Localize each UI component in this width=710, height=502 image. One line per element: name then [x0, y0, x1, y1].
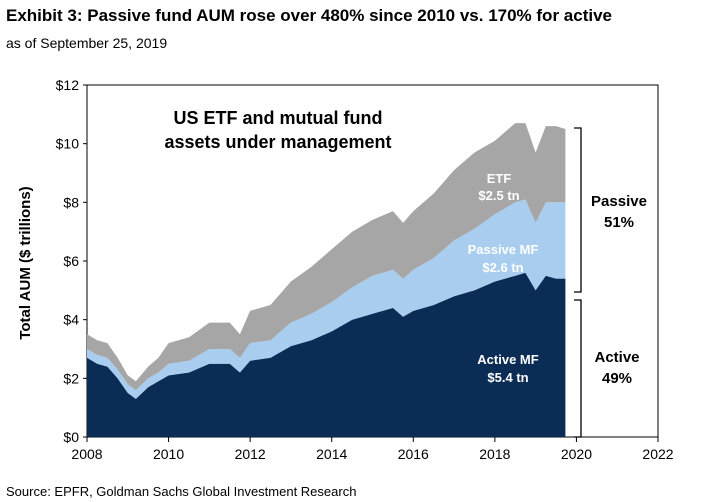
y-tick-label: $8	[63, 194, 79, 210]
y-tick-label: $2	[63, 370, 79, 386]
stacked-areas	[87, 123, 566, 437]
active-bracket	[574, 299, 582, 438]
x-tick-label: 2022	[642, 446, 673, 462]
etf-series-label: ETF	[487, 171, 512, 186]
y-tick-label: $6	[63, 253, 79, 269]
x-axis-ticks: 2008 2010 2012 2014 2016 2018 2020 2022	[71, 437, 674, 462]
x-tick-label: 2012	[235, 446, 266, 462]
active-bracket-label: Active	[594, 349, 639, 366]
chart-inner-title-line-2: assets under management	[164, 132, 391, 152]
area-etf	[87, 123, 566, 391]
y-tick-label: $0	[63, 429, 79, 445]
x-tick-label: 2014	[316, 446, 347, 462]
passive-bracket-pct: 51%	[604, 214, 634, 231]
x-tick-label: 2008	[71, 446, 102, 462]
source-note: Source: EPFR, Goldman Sachs Global Inves…	[6, 484, 357, 499]
passive-mf-value-label: $2.6 tn	[482, 260, 523, 275]
etf-value-label: $2.5 tn	[478, 188, 519, 203]
passive-mf-series-label: Passive MF	[468, 242, 539, 257]
x-tick-label: 2016	[398, 446, 429, 462]
y-axis-ticks: $0 $2 $4 $6 $8 $10 $12	[56, 77, 87, 445]
chart-inner-title-line-1: US ETF and mutual fund	[174, 108, 383, 128]
active-bracket-pct: 49%	[602, 370, 632, 387]
active-mf-value-label: $5.4 tn	[487, 370, 528, 385]
passive-bracket	[574, 127, 582, 293]
y-tick-label: $12	[56, 77, 80, 93]
passive-bracket-label: Passive	[591, 193, 647, 210]
exhibit-title: Exhibit 3: Passive fund AUM rose over 48…	[6, 6, 612, 25]
area-active-mf	[87, 272, 566, 437]
active-mf-series-label: Active MF	[477, 352, 538, 367]
x-tick-label: 2018	[479, 446, 510, 462]
y-tick-label: $4	[63, 312, 79, 328]
x-tick-label: 2020	[561, 446, 592, 462]
x-tick-label: 2010	[153, 446, 184, 462]
y-axis-label: Total AUM ($ trillions)	[17, 186, 34, 339]
exhibit-subtitle: as of September 25, 2019	[6, 35, 168, 51]
area-passive-mf	[87, 199, 566, 399]
y-tick-label: $10	[56, 136, 80, 152]
